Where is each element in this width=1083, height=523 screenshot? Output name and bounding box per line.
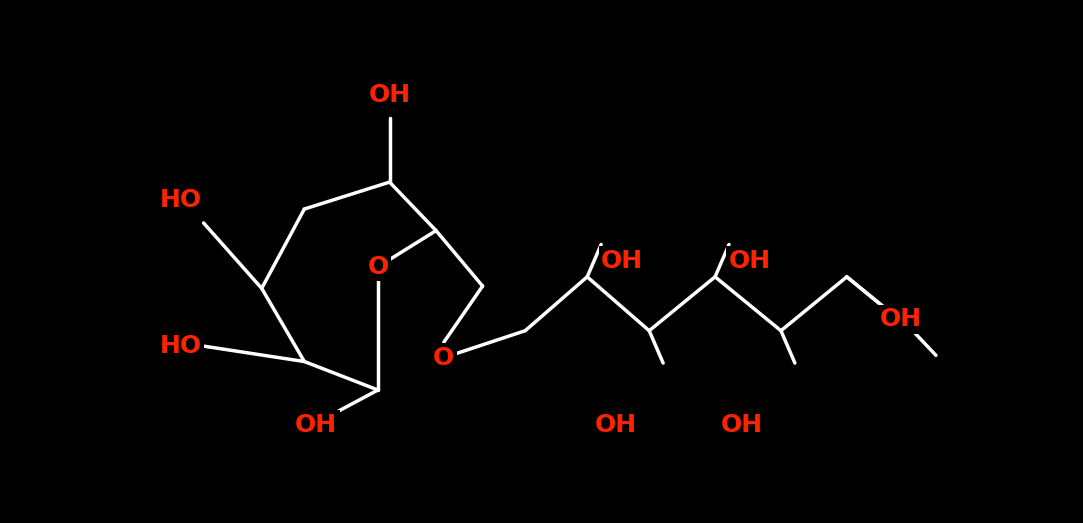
Text: OH: OH bbox=[729, 248, 771, 272]
Text: HO: HO bbox=[159, 334, 201, 358]
Text: OH: OH bbox=[721, 413, 764, 437]
Text: OH: OH bbox=[601, 248, 643, 272]
Text: OH: OH bbox=[295, 413, 337, 437]
Text: OH: OH bbox=[368, 83, 410, 107]
Text: OH: OH bbox=[880, 307, 922, 331]
Text: O: O bbox=[433, 346, 455, 370]
Text: HO: HO bbox=[159, 188, 201, 212]
Text: O: O bbox=[367, 255, 389, 279]
Text: OH: OH bbox=[595, 413, 637, 437]
